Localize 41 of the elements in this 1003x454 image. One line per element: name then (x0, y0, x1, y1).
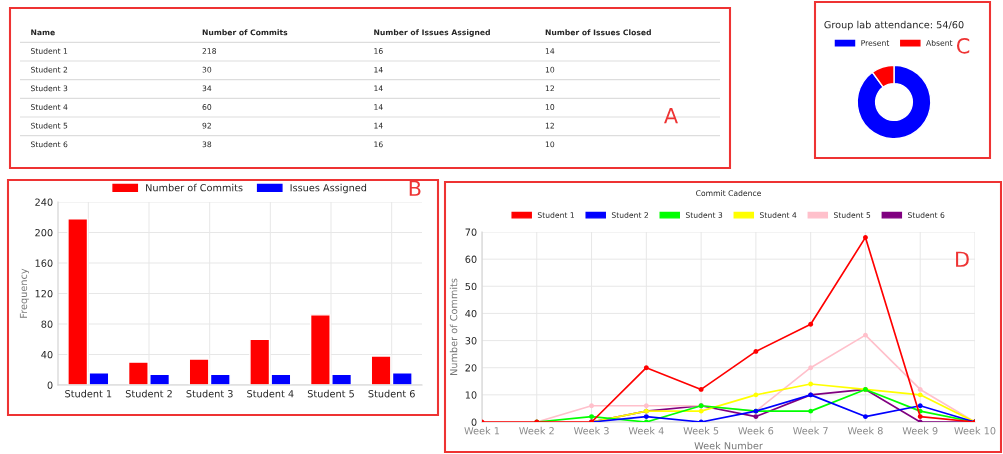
annotation: D (956, 251, 969, 267)
y-axis-title: Number of Commits (449, 278, 458, 375)
x-tick-label: Week 1 (464, 426, 500, 435)
y-tick-label: 60 (465, 255, 477, 263)
y-tick-label: 10 (465, 391, 477, 399)
y-tick-label: 120 (35, 289, 53, 298)
x-tick-label: Week 5 (683, 426, 719, 435)
y-tick-label: 160 (35, 259, 53, 267)
text: C (956, 37, 970, 54)
y-tick-label: 30 (465, 337, 477, 345)
x-tick-label: Week 10 (954, 426, 996, 435)
y-tick-label: 70 (465, 228, 477, 236)
x-tick-label: Student 5 (307, 389, 354, 398)
x-tick-label: Student 3 (186, 389, 233, 398)
legend-label: Issues Assigned (290, 183, 367, 194)
y-tick-label: 200 (35, 228, 53, 237)
x-tick-label: Week 9 (902, 426, 938, 435)
x-axis-title: Week Number (694, 441, 763, 450)
x-tick-label: Week 4 (628, 426, 664, 435)
legend-label: Number of Commits (146, 183, 243, 192)
x-tick-label: Week 3 (573, 426, 609, 435)
text: B (409, 180, 421, 196)
y-tick-label: 0 (47, 381, 53, 389)
y-tick-label: 50 (465, 282, 477, 291)
y-tick-label: 240 (35, 198, 53, 206)
y-axis-title: Frequency (19, 268, 30, 318)
y-tick-label: 20 (465, 364, 477, 372)
x-tick-label: Week 2 (519, 426, 554, 435)
x-tick-label: Student 2 (125, 389, 172, 398)
x-tick-label: Week 8 (847, 426, 883, 435)
y-tick-label: 40 (465, 309, 477, 318)
text: A (664, 107, 678, 124)
x-tick-label: Student 6 (368, 389, 415, 398)
y-tick-label: 0 (471, 418, 477, 426)
x-tick-label: Week 7 (793, 426, 828, 435)
y-tick-label: 80 (41, 320, 53, 328)
x-tick-label: Student 1 (65, 389, 112, 398)
x-tick-label: Week 6 (738, 426, 774, 435)
y-tick-label: 40 (41, 350, 53, 359)
x-tick-label: Student 4 (247, 389, 294, 398)
chart-title: Group lab attendance: 54/60 (824, 20, 964, 31)
